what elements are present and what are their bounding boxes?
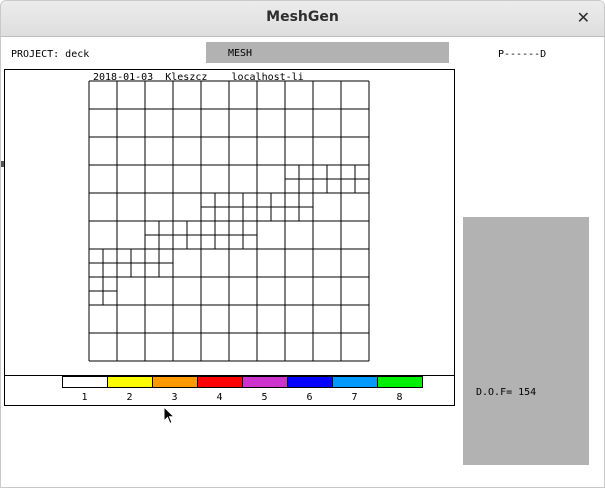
legend-swatch-6 [287,376,333,388]
legend-swatch-4 [197,376,243,388]
legend-swatch-3 [152,376,198,388]
project-label: PROJECT: deck [11,49,90,60]
mouse-cursor-icon [163,406,176,425]
mesh-frame [4,69,455,406]
title-bar[interactable]: MeshGen ✕ [1,1,604,37]
legend-label-2: 2 [126,392,133,403]
close-icon[interactable]: ✕ [576,8,590,27]
dof-label: D.O.F= 154 [476,387,537,398]
legend-label-8: 8 [396,392,403,403]
legend-swatch-2 [107,376,153,388]
legend-label-5: 5 [261,392,268,403]
legend-label-3: 3 [171,392,178,403]
legend-label-6: 6 [306,392,313,403]
legend-swatch-5 [242,376,288,388]
legend-separator [4,375,455,376]
legend-label-1: 1 [81,392,88,403]
mesh-label: MESH [228,48,253,59]
window-title: MeshGen [266,9,339,25]
legend-swatch-7 [332,376,378,388]
legend-swatch-1 [62,376,108,388]
window-edge-marker [1,161,4,167]
side-panel [463,217,589,465]
legend-swatch-8 [377,376,423,388]
mesh-info-line: 2018-01-03 Kleszcz localhost-li [93,72,304,83]
pd-label: P------D [498,49,547,60]
legend-label-7: 7 [351,392,358,403]
legend-label-4: 4 [216,392,223,403]
mesh-title-bar: MESH [206,42,449,63]
